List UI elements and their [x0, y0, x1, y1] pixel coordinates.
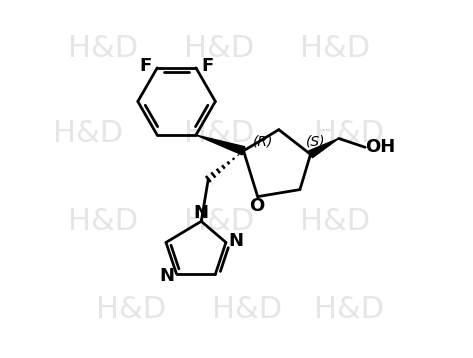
Text: H&D: H&D [96, 295, 166, 324]
Text: H&D: H&D [184, 119, 254, 148]
Text: N: N [159, 267, 175, 285]
Text: H&D: H&D [53, 119, 123, 148]
Text: F: F [201, 57, 213, 75]
Text: F: F [140, 57, 152, 75]
Text: H&D: H&D [314, 119, 385, 148]
Text: N: N [228, 232, 243, 250]
Text: H&D: H&D [184, 207, 254, 236]
Text: H&D: H&D [212, 295, 282, 324]
Text: O: O [249, 198, 264, 216]
Text: N: N [194, 204, 209, 222]
Text: H&D: H&D [300, 207, 370, 236]
Text: (S): (S) [306, 135, 325, 149]
Text: H&D: H&D [184, 34, 254, 63]
Polygon shape [308, 139, 339, 158]
Text: H&D: H&D [68, 34, 138, 63]
Text: OH: OH [365, 138, 395, 156]
Text: H&D: H&D [314, 295, 385, 324]
Polygon shape [196, 135, 245, 155]
Text: H&D: H&D [68, 207, 138, 236]
Text: (R): (R) [253, 135, 273, 149]
Text: H&D: H&D [300, 34, 370, 63]
